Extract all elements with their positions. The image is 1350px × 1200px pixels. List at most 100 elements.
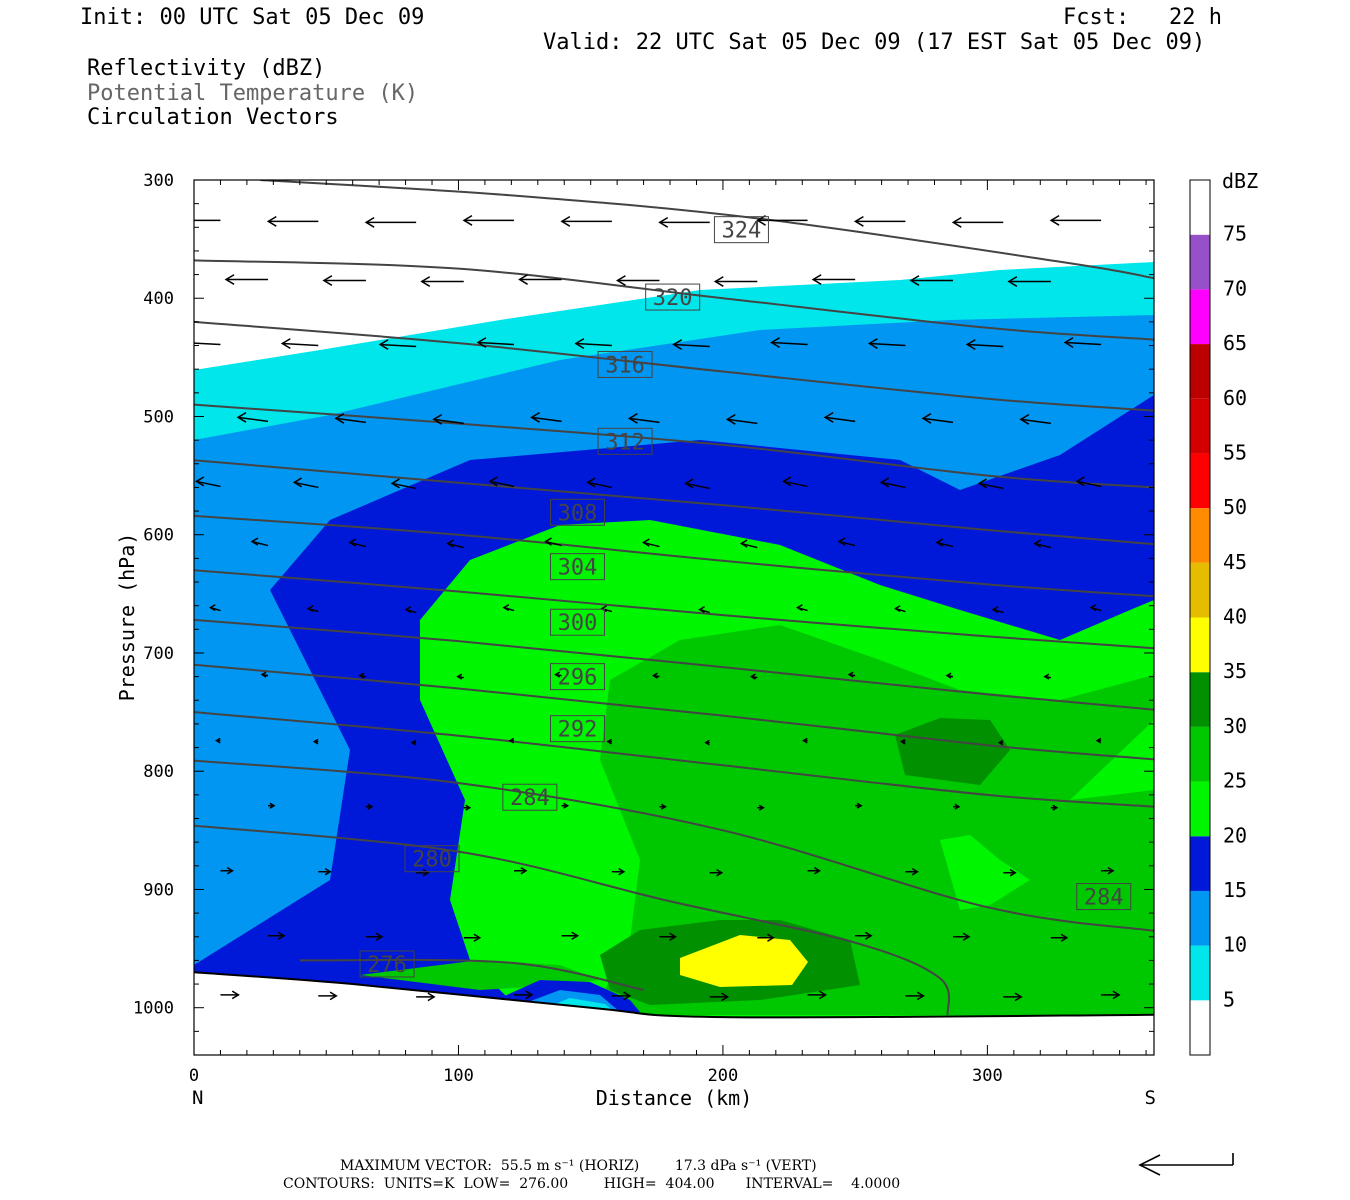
theta-contour-296 xyxy=(194,618,1154,711)
vector-head xyxy=(1049,214,1060,226)
vector-head xyxy=(1075,476,1085,487)
colorbar-swatch xyxy=(1190,617,1210,673)
circulation-vectors xyxy=(170,214,1121,1002)
colorbar-label: 65 xyxy=(1223,331,1247,355)
vector-head xyxy=(277,931,286,940)
vector-shaft xyxy=(335,417,366,424)
contour-label-text: 292 xyxy=(558,718,598,743)
vector-head xyxy=(856,802,863,809)
vector-head xyxy=(713,276,724,287)
vector-shaft xyxy=(727,418,758,425)
surface-pressure-line xyxy=(193,971,1155,1019)
vector-head xyxy=(269,802,276,809)
valid-time: Valid: 22 UTC Sat 05 Dec 09 (17 EST Sat … xyxy=(543,30,1206,55)
vector-head xyxy=(669,932,677,941)
vector-head xyxy=(170,216,178,226)
vector-head xyxy=(1014,992,1023,1002)
vector-head xyxy=(184,338,192,348)
vector-head xyxy=(864,931,873,940)
vector-shaft xyxy=(922,417,954,424)
theta-contour-312 xyxy=(194,403,1154,489)
contour-label: 312 xyxy=(597,427,653,455)
vector-head xyxy=(935,538,944,547)
colorbar-label: 60 xyxy=(1223,386,1247,410)
vector-head xyxy=(945,672,952,679)
colorbar: 5 10 15 20 25 30 35 40 45 50 55 60 65 70 75 xyxy=(1189,179,1247,1056)
vector-shaft xyxy=(531,416,562,423)
vector-head xyxy=(725,413,736,425)
vector-head xyxy=(893,605,901,613)
theta-contour-304 xyxy=(194,514,1154,598)
x-tick-label: 100 xyxy=(443,1066,474,1086)
vector-head xyxy=(704,739,710,746)
vector-head xyxy=(756,214,766,226)
vector-shaft xyxy=(391,482,417,490)
vector-head xyxy=(1019,413,1030,425)
x-axis: 0 100 200 300 xyxy=(189,180,1147,1086)
vector-head xyxy=(658,216,669,228)
colorbar-label: 15 xyxy=(1223,878,1247,902)
vector-head xyxy=(814,866,822,875)
x-end-label-south: S xyxy=(1145,1087,1156,1109)
vector-head xyxy=(672,339,683,350)
vector-head xyxy=(322,275,333,286)
colorbar-swatch xyxy=(1190,836,1210,891)
vector-head xyxy=(1089,604,1097,612)
max-vector-info: MAXIMUM VECTOR: 55.5 m s⁻¹ (HORIZ) 17.3 … xyxy=(340,1158,817,1174)
vector-head xyxy=(899,738,906,745)
y-tick-label: 300 xyxy=(143,171,174,191)
vector-shaft xyxy=(587,481,613,489)
contour-label-text: 324 xyxy=(722,219,762,244)
colorbar-swatch xyxy=(1190,562,1210,618)
vector-head xyxy=(502,604,510,612)
vector-head xyxy=(651,672,658,679)
colorbar-label: 75 xyxy=(1223,222,1247,246)
vector-head xyxy=(456,673,463,680)
vector-head xyxy=(586,477,596,488)
vector-shaft xyxy=(869,342,906,347)
y-tick-label: 400 xyxy=(143,289,174,309)
vector-head xyxy=(525,990,534,1000)
vector-shaft xyxy=(741,542,758,549)
vector-head xyxy=(473,933,482,942)
colorbar-label: 70 xyxy=(1223,276,1247,300)
contour-label: 292 xyxy=(549,715,605,743)
vector-shaft xyxy=(979,482,1004,490)
vector-head xyxy=(1052,804,1059,811)
vector-shaft xyxy=(783,480,808,488)
vector-shaft xyxy=(349,541,367,548)
vector-head xyxy=(965,339,976,350)
contour-label-text: 284 xyxy=(510,786,550,811)
vector-head xyxy=(292,477,303,488)
vector-head xyxy=(991,606,999,614)
vector-shaft xyxy=(967,343,1004,348)
vector-head xyxy=(853,215,864,227)
vector-head xyxy=(962,932,971,941)
vector-head xyxy=(818,990,828,1000)
theta-contours xyxy=(194,180,1154,1016)
theta-contour-308 xyxy=(194,459,1154,546)
vector-head xyxy=(739,539,748,548)
colorbar-swatch xyxy=(1190,726,1210,782)
vector-shaft xyxy=(545,540,562,547)
vector-head xyxy=(236,411,247,423)
colorbar-label: 35 xyxy=(1223,659,1247,683)
contour-label: 284 xyxy=(1076,883,1132,911)
contour-label-box xyxy=(549,608,605,636)
contour-label-box xyxy=(502,783,558,811)
vector-head xyxy=(530,411,540,423)
reference-vector-arrow xyxy=(1138,1153,1234,1176)
colorbar-swatch xyxy=(1190,398,1210,454)
theta-contour-276 xyxy=(299,958,644,991)
contour-label-text: 300 xyxy=(558,611,598,636)
vector-head xyxy=(770,337,780,348)
vector-shaft xyxy=(881,481,906,489)
vector-head xyxy=(214,737,221,744)
vector-head xyxy=(782,476,792,487)
contour-label: 276 xyxy=(359,950,415,978)
vector-head xyxy=(462,214,473,226)
vector-head xyxy=(571,931,580,940)
vector-head xyxy=(911,867,919,876)
contour-label: 284 xyxy=(502,783,558,811)
colorbar-swatch xyxy=(1190,180,1210,235)
